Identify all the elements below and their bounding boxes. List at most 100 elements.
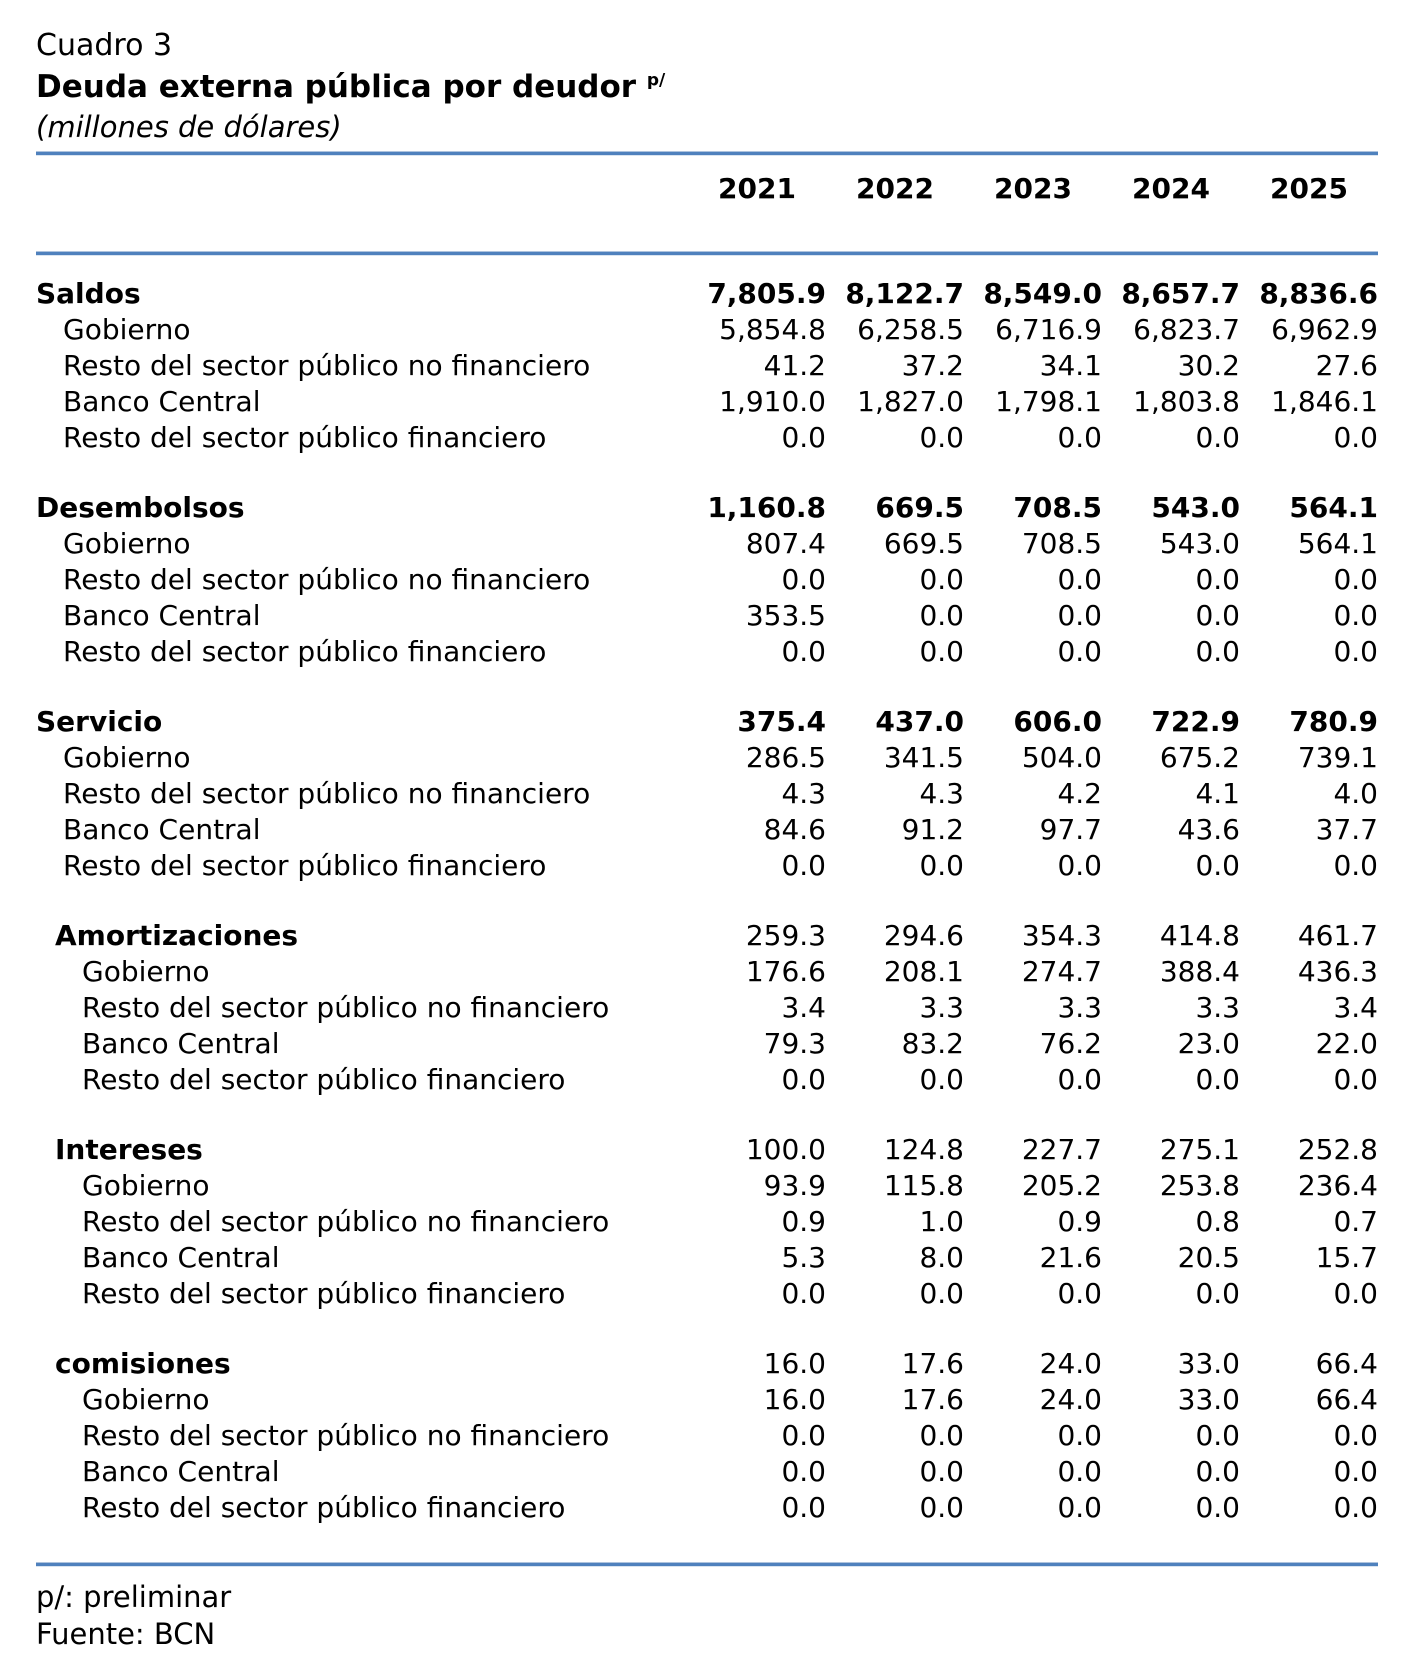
value-cell: 0.0 — [1333, 421, 1378, 454]
horizontal-rule-top — [36, 151, 1378, 156]
value-cell: 0.0 — [1057, 1491, 1102, 1524]
value-cell: 205.2 — [1021, 1169, 1102, 1202]
value-cell: 0.0 — [1057, 1277, 1102, 1310]
value-cell: 0.0 — [1333, 635, 1378, 668]
value-cell: 0.0 — [919, 1063, 964, 1096]
value-cell: 388.4 — [1159, 955, 1240, 988]
year-header: 2025 — [1270, 172, 1348, 205]
year-header-row: 2021 2022 2023 2024 2025 — [36, 156, 1378, 251]
year-header: 2023 — [994, 172, 1072, 205]
value-cell: 739.1 — [1297, 741, 1378, 774]
value-cell: 436.3 — [1297, 955, 1378, 988]
section-label: comisiones — [55, 1347, 231, 1380]
value-cell: 564.1 — [1297, 527, 1378, 560]
value-cell: 4.0 — [1333, 777, 1378, 810]
value-cell: 0.0 — [1195, 849, 1240, 882]
row-label: Gobierno — [82, 1383, 210, 1416]
value-cell: 0.0 — [1057, 599, 1102, 632]
value-cell: 0.9 — [781, 1205, 826, 1238]
table-row: Resto del sector público financiero 0.0 0.… — [36, 420, 1378, 456]
value-cell: 1.0 — [919, 1205, 964, 1238]
value-cell: 17.6 — [901, 1347, 964, 1380]
value-cell: 1,846.1 — [1271, 385, 1378, 418]
row-label: Gobierno — [63, 741, 191, 774]
value-cell: 0.0 — [1333, 599, 1378, 632]
table-row: Gobierno 807.4 669.5 708.5 543.0 564.1 — [36, 526, 1378, 562]
value-cell: 0.0 — [1333, 1455, 1378, 1488]
value-cell: 0.0 — [1195, 1277, 1240, 1310]
table-section: Desembolsos 1,160.8 669.5 708.5 543.0 564.1 Go… — [36, 490, 1378, 670]
table-title-text: Deuda externa pública por deudor — [36, 69, 637, 105]
value-cell: 0.0 — [1195, 1419, 1240, 1452]
table-row: Resto del sector público financiero 0.0 0.… — [36, 1276, 1378, 1312]
section-row: Intereses 100.0 124.8 227.7 275.1 252.8 — [36, 1132, 1378, 1168]
value-cell: 0.0 — [1195, 635, 1240, 668]
table-row: Resto del sector público financiero 0.0 0.… — [36, 1490, 1378, 1526]
value-cell: 66.4 — [1315, 1383, 1378, 1416]
value-cell: 1,910.0 — [719, 385, 826, 418]
section-row: comisiones 16.0 17.6 24.0 33.0 66.4 — [36, 1346, 1378, 1382]
value-cell: 354.3 — [1021, 919, 1102, 952]
value-cell: 3.3 — [1195, 991, 1240, 1024]
row-label: Resto del sector público financiero — [63, 635, 547, 668]
row-label: Resto del sector público no financiero — [63, 349, 591, 382]
value-cell: 66.4 — [1315, 1347, 1378, 1380]
table-row: Resto del sector público financiero 0.0 0.… — [36, 1062, 1378, 1098]
row-label: Resto del sector público financiero — [82, 1277, 566, 1310]
value-cell: 1,827.0 — [857, 385, 964, 418]
table-row: Banco Central 84.6 91.2 97.7 43.6 37.7 — [36, 812, 1378, 848]
row-label: Gobierno — [82, 955, 210, 988]
section-label: Intereses — [55, 1133, 203, 1166]
section-row: Amortizaciones 259.3 294.6 354.3 414.8 461.7 — [36, 918, 1378, 954]
value-cell: 24.0 — [1039, 1347, 1102, 1380]
value-cell: 41.2 — [763, 349, 826, 382]
value-cell: 6,716.9 — [995, 313, 1102, 346]
value-cell: 807.4 — [745, 527, 826, 560]
table-row: Gobierno 5,854.8 6,258.5 6,716.9 6,823.7 6,96… — [36, 312, 1378, 348]
table-footer: p/: preliminar Fuente: BCN — [36, 1567, 1378, 1653]
table-row: Resto del sector público financiero 0.0 0.… — [36, 634, 1378, 670]
section-row: Saldos 7,805.9 8,122.7 8,549.0 8,657.7 8,836.… — [36, 276, 1378, 312]
value-cell: 8,657.7 — [1121, 277, 1240, 310]
row-label: Resto del sector público no financiero — [63, 777, 591, 810]
value-cell: 0.0 — [1195, 1455, 1240, 1488]
table-row: Resto del sector público financiero 0.0 0.… — [36, 848, 1378, 884]
row-label: Resto del sector público no financiero — [82, 1205, 610, 1238]
value-cell: 675.2 — [1159, 741, 1240, 774]
section-row: Desembolsos 1,160.8 669.5 708.5 543.0 564.1 — [36, 490, 1378, 526]
value-cell: 0.0 — [781, 849, 826, 882]
value-cell: 0.0 — [1195, 1063, 1240, 1096]
table-row: Resto del sector público no financiero 0.… — [36, 562, 1378, 598]
value-cell: 0.0 — [781, 1419, 826, 1452]
value-cell: 543.0 — [1151, 491, 1240, 524]
table-row: Gobierno 176.6 208.1 274.7 388.4 436.3 — [36, 954, 1378, 990]
value-cell: 236.4 — [1297, 1169, 1378, 1202]
value-cell: 33.0 — [1177, 1347, 1240, 1380]
value-cell: 253.8 — [1159, 1169, 1240, 1202]
value-cell: 0.0 — [1057, 421, 1102, 454]
value-cell: 375.4 — [737, 705, 826, 738]
horizontal-rule-header — [36, 251, 1378, 256]
value-cell: 34.1 — [1039, 349, 1102, 382]
value-cell: 8.0 — [919, 1241, 964, 1274]
value-cell: 20.5 — [1177, 1241, 1240, 1274]
row-label: Resto del sector público no financiero — [82, 1419, 610, 1452]
value-cell: 294.6 — [883, 919, 964, 952]
table-section: Amortizaciones 259.3 294.6 354.3 414.8 461.7 G… — [36, 918, 1378, 1098]
table-row: Resto del sector público no financiero 4.… — [36, 776, 1378, 812]
row-label: Resto del sector público financiero — [63, 849, 547, 882]
value-cell: 0.0 — [1195, 421, 1240, 454]
table-section: Intereses 100.0 124.8 227.7 275.1 252.8 Gobier… — [36, 1132, 1378, 1312]
value-cell: 84.6 — [763, 813, 826, 846]
value-cell: 669.5 — [875, 491, 964, 524]
value-cell: 33.0 — [1177, 1383, 1240, 1416]
value-cell: 22.0 — [1315, 1027, 1378, 1060]
table-row: Banco Central 353.5 0.0 0.0 0.0 0.0 — [36, 598, 1378, 634]
value-cell: 0.0 — [1333, 1419, 1378, 1452]
row-label: Resto del sector público no financiero — [63, 563, 591, 596]
value-cell: 208.1 — [883, 955, 964, 988]
value-cell: 341.5 — [883, 741, 964, 774]
row-label: Gobierno — [63, 313, 191, 346]
value-cell: 16.0 — [763, 1383, 826, 1416]
